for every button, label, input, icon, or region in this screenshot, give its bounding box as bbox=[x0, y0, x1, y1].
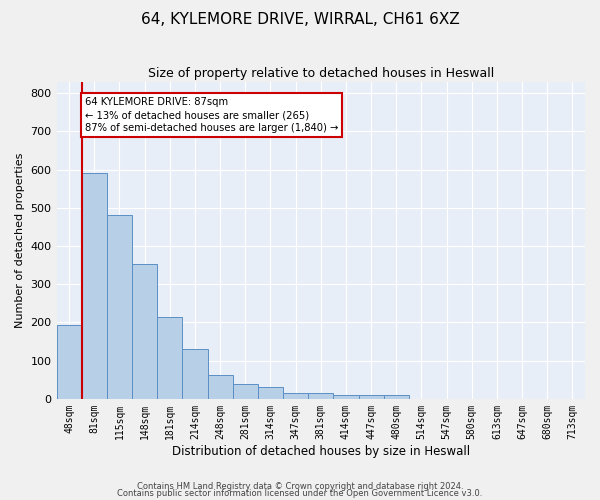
Bar bbox=[283, 393, 308, 399]
X-axis label: Distribution of detached houses by size in Heswall: Distribution of detached houses by size … bbox=[172, 444, 470, 458]
Bar bbox=[334, 395, 359, 399]
Bar bbox=[107, 216, 132, 399]
Text: Contains HM Land Registry data © Crown copyright and database right 2024.: Contains HM Land Registry data © Crown c… bbox=[137, 482, 463, 491]
Title: Size of property relative to detached houses in Heswall: Size of property relative to detached ho… bbox=[148, 68, 494, 80]
Text: 64, KYLEMORE DRIVE, WIRRAL, CH61 6XZ: 64, KYLEMORE DRIVE, WIRRAL, CH61 6XZ bbox=[140, 12, 460, 28]
Bar bbox=[182, 349, 208, 399]
Bar bbox=[82, 174, 107, 399]
Bar bbox=[359, 395, 383, 399]
Bar bbox=[157, 316, 182, 399]
Text: 64 KYLEMORE DRIVE: 87sqm
← 13% of detached houses are smaller (265)
87% of semi-: 64 KYLEMORE DRIVE: 87sqm ← 13% of detach… bbox=[85, 97, 338, 134]
Bar bbox=[258, 386, 283, 399]
Bar bbox=[132, 264, 157, 399]
Bar bbox=[233, 384, 258, 399]
Text: Contains public sector information licensed under the Open Government Licence v3: Contains public sector information licen… bbox=[118, 490, 482, 498]
Y-axis label: Number of detached properties: Number of detached properties bbox=[15, 152, 25, 328]
Bar bbox=[308, 393, 334, 399]
Bar bbox=[383, 395, 409, 399]
Bar bbox=[208, 375, 233, 399]
Bar bbox=[56, 325, 82, 399]
